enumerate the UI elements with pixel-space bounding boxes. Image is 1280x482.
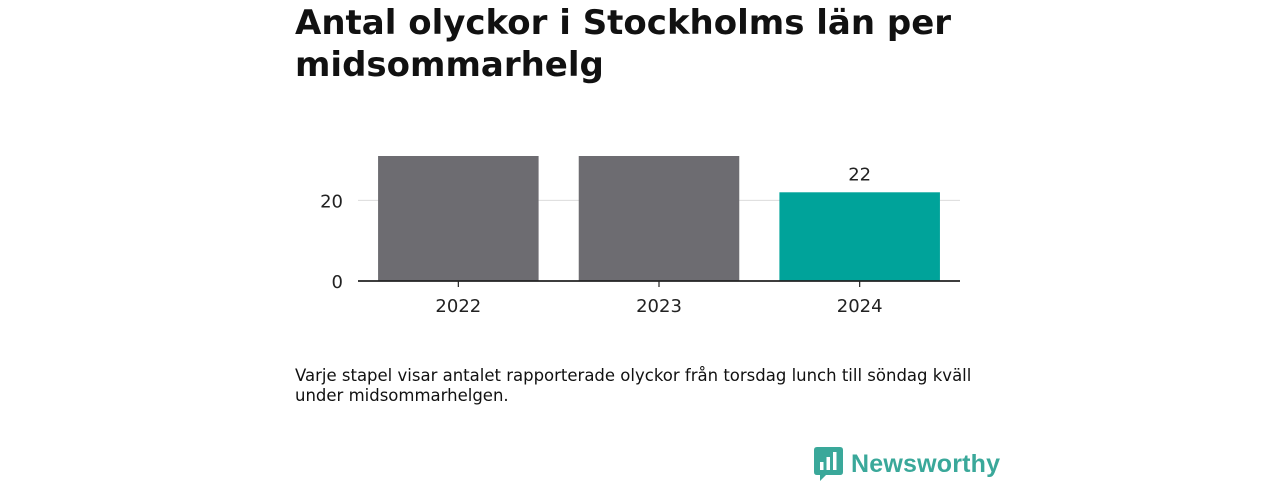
axes: 0 20 2022 2023 2024 bbox=[320, 191, 960, 317]
y-tick-label: 0 bbox=[332, 272, 343, 293]
bar-value-label: 22 bbox=[848, 164, 871, 185]
bar-chart: 22 0 20 2022 2023 2024 bbox=[320, 156, 960, 317]
bar-chart-speech-bubble-icon bbox=[814, 447, 843, 481]
chart-title: Antal olyckor i Stockholms län per midso… bbox=[295, 3, 952, 85]
value-labels: 22 bbox=[848, 164, 871, 185]
x-tick-label: 2022 bbox=[435, 296, 481, 317]
brand-logo: Newsworthy bbox=[814, 446, 1000, 482]
x-tick-label: 2023 bbox=[636, 296, 682, 317]
chart-caption: Varje stapel visar antalet rapporterade … bbox=[295, 366, 972, 405]
x-tick-label: 2024 bbox=[837, 296, 883, 317]
bar bbox=[779, 192, 940, 281]
brand-name: Newsworthy bbox=[851, 449, 1001, 478]
bar bbox=[378, 156, 539, 281]
bars bbox=[378, 156, 940, 281]
y-tick-label: 20 bbox=[320, 191, 343, 212]
bar bbox=[578, 156, 740, 281]
